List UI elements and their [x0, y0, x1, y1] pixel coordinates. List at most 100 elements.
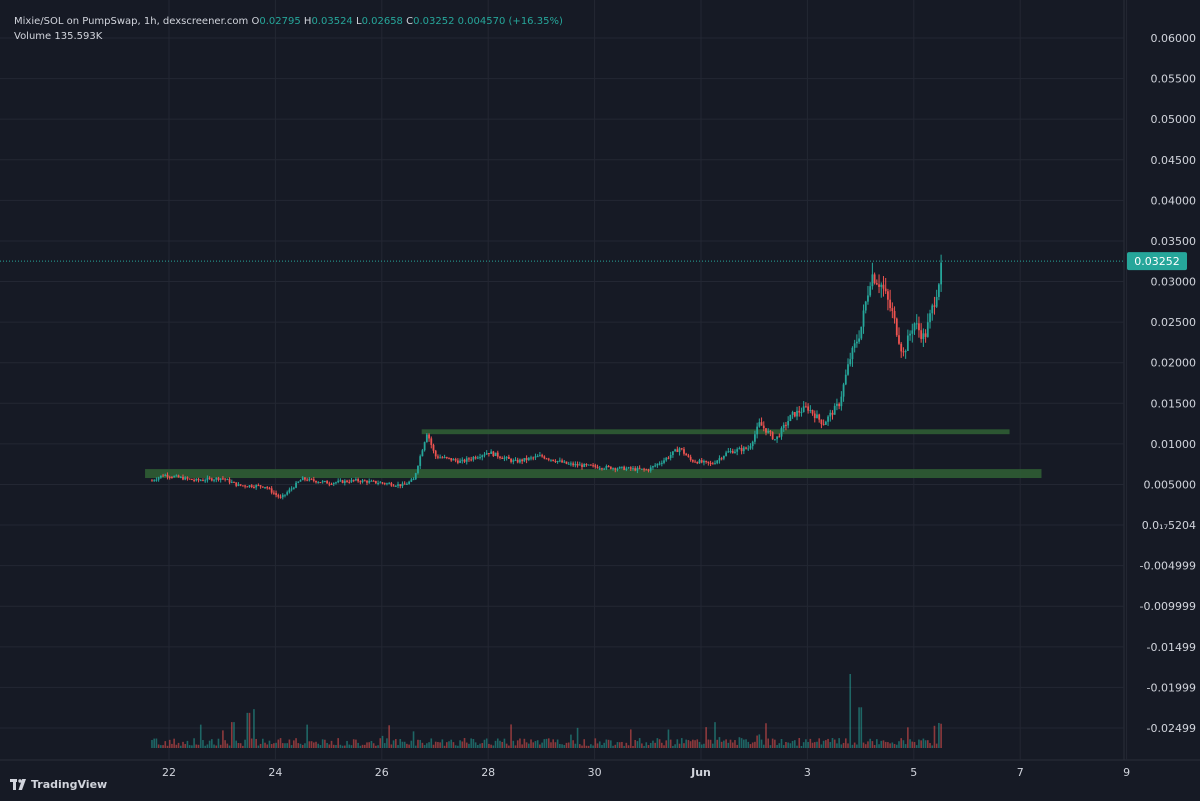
volume-bar	[171, 743, 173, 748]
volume-bar	[649, 742, 652, 748]
candle-body	[598, 468, 601, 470]
volume-bar	[439, 742, 441, 748]
volume-bar	[496, 738, 499, 748]
candle-body	[716, 460, 719, 464]
volume-bar	[676, 739, 679, 748]
candle-body	[155, 479, 158, 481]
candle-body	[153, 480, 156, 482]
candle-body	[840, 396, 843, 407]
volume-bar	[386, 738, 388, 748]
volume-bar	[705, 727, 707, 748]
volume-bar	[827, 738, 829, 748]
candle-body	[878, 284, 880, 287]
support-zone	[145, 469, 1042, 479]
volume-bar	[539, 744, 541, 748]
candle-body	[833, 405, 836, 415]
last-price-label: 0.03252	[1134, 255, 1180, 268]
volume-bar	[157, 744, 160, 748]
volume-bar	[647, 745, 650, 748]
candle-body	[844, 374, 847, 385]
volume-bar	[669, 739, 672, 748]
candle-body	[430, 438, 433, 445]
volume-bar	[430, 738, 433, 748]
volume-bar	[355, 739, 357, 748]
legend-change: 0.004570 (+16.35%)	[457, 16, 563, 27]
candle-body	[696, 461, 699, 464]
candle-body	[512, 460, 515, 462]
volume-bar	[286, 743, 288, 748]
x-tick-label: 9	[1123, 766, 1130, 779]
candle-body	[401, 483, 404, 487]
candle-body	[596, 466, 599, 469]
volume-bar	[880, 740, 883, 748]
candle-body	[259, 485, 262, 487]
candle-body	[738, 448, 741, 450]
candle-body	[791, 412, 794, 415]
x-tick-label: 7	[1017, 766, 1024, 779]
volume-bar	[895, 744, 898, 748]
volume-bar	[871, 741, 874, 748]
volume-bar	[547, 738, 550, 748]
candle-body	[793, 412, 796, 417]
volume-bar	[570, 734, 572, 748]
volume-bar	[711, 743, 714, 748]
volume-bar	[366, 742, 368, 748]
candle-body	[361, 480, 364, 483]
volume-bar	[202, 740, 204, 748]
volume-bar	[508, 745, 510, 748]
volume-bar	[920, 740, 922, 748]
candle-body	[448, 457, 450, 459]
volume-bar	[488, 743, 490, 748]
volume-bar	[574, 743, 577, 748]
candle-body	[501, 457, 504, 459]
candle-body	[468, 458, 470, 460]
volume-bar	[878, 744, 880, 748]
volume-bar	[463, 738, 466, 748]
candle-body	[410, 479, 413, 482]
candle-body	[698, 460, 701, 464]
candle-body	[745, 447, 747, 449]
candle-body	[328, 483, 331, 485]
candle-body	[884, 288, 887, 292]
candle-body	[689, 456, 692, 461]
volume-bar	[337, 738, 339, 748]
volume-bar	[328, 744, 331, 748]
candle-body	[323, 481, 326, 483]
candle-body	[394, 485, 397, 487]
volume-bar	[177, 742, 180, 748]
volume-bar	[390, 744, 393, 748]
volume-bar	[689, 741, 692, 748]
candle-body	[824, 421, 827, 425]
volume-bar	[525, 742, 528, 748]
volume-bar	[891, 742, 894, 748]
volume-bar	[938, 722, 940, 748]
candle-body	[171, 477, 173, 479]
volume-bar	[685, 739, 687, 748]
volume-bar	[293, 740, 295, 748]
candle-body	[913, 323, 916, 331]
candle-body	[926, 322, 929, 337]
volume-bar	[618, 742, 621, 748]
volume-bar	[377, 745, 379, 748]
candle-body	[277, 494, 280, 497]
candle-body	[547, 458, 550, 460]
volume-bar	[206, 744, 209, 748]
candle-body	[601, 468, 603, 470]
candle-body	[552, 459, 555, 461]
volume-bar	[434, 741, 437, 748]
volume-bar	[851, 744, 854, 748]
volume-bar	[638, 738, 641, 748]
volume-bar	[714, 722, 716, 748]
volume-bar	[485, 738, 488, 748]
volume-bar	[383, 743, 386, 748]
tradingview-logo[interactable]: TradingView	[10, 778, 107, 791]
candle-body	[417, 465, 419, 474]
candle-body	[749, 446, 752, 449]
candle-body	[545, 458, 548, 460]
candle-body	[355, 479, 357, 481]
candle-body	[804, 406, 807, 408]
volume-bar	[643, 745, 645, 748]
candle-body	[705, 460, 708, 462]
candle-body	[326, 481, 328, 484]
